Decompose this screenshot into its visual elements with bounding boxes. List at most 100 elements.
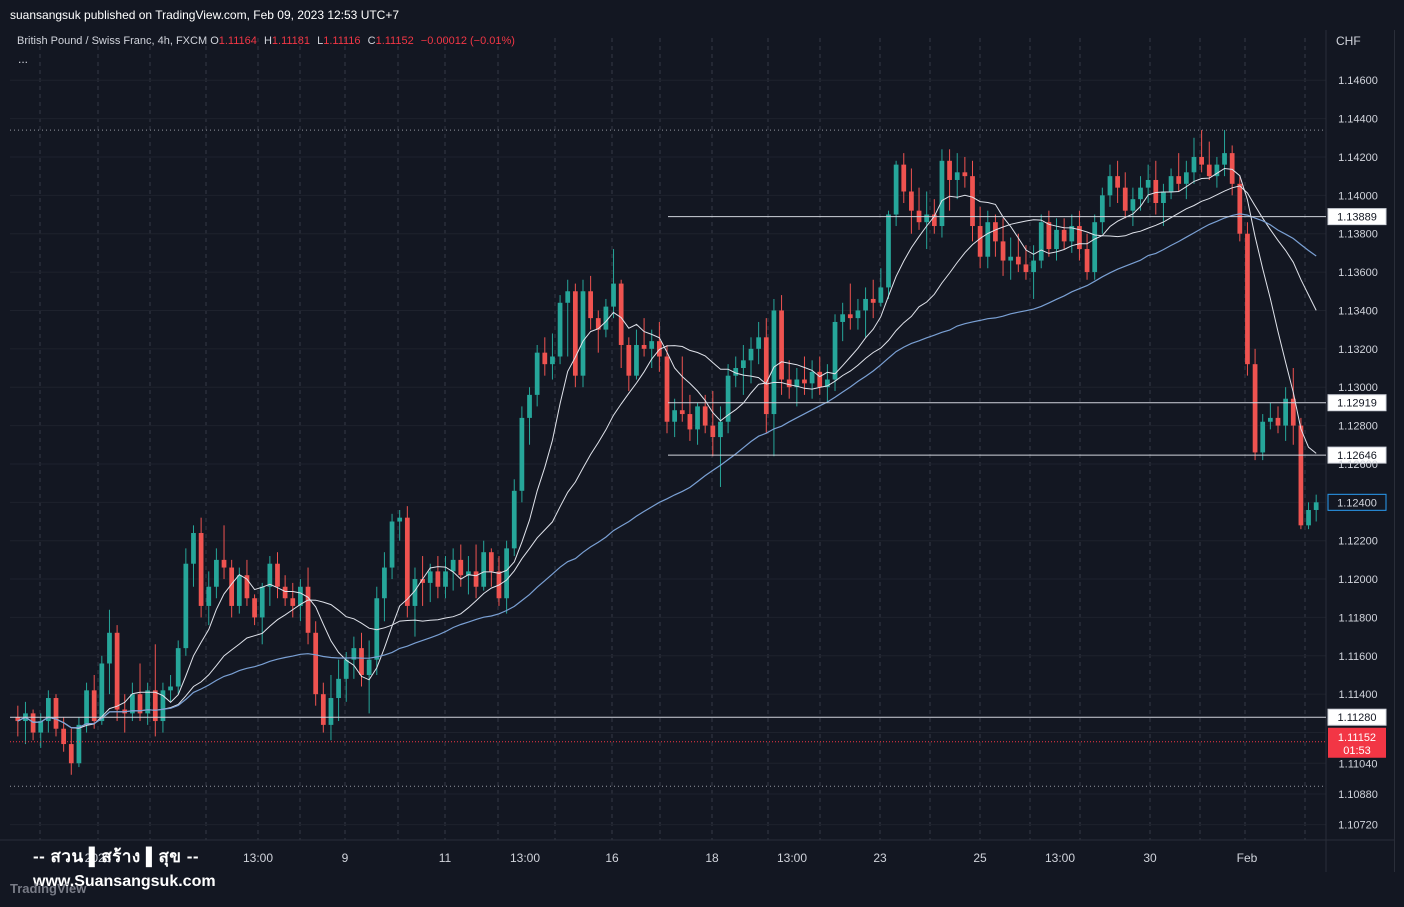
currency-label: CHF [1336, 34, 1361, 48]
candle-body [1290, 398, 1296, 426]
symbol-name: British Pound / Swiss Franc, 4h, FXCM [17, 35, 208, 47]
candle-body [748, 348, 754, 361]
candle-body [702, 406, 708, 426]
candle-body [397, 517, 403, 522]
price-tick-label: 1.14200 [1338, 152, 1378, 164]
candle-body [603, 306, 609, 330]
price-tick-label: 1.10720 [1338, 820, 1378, 832]
low-value: 1.11116 [323, 35, 361, 47]
candle-body [909, 191, 914, 211]
time-tick-label: 23 [873, 851, 887, 865]
candle-body [259, 586, 265, 618]
candle-body [970, 176, 975, 227]
open-value: 1.11164 [218, 35, 257, 47]
candle-body [61, 728, 67, 745]
candle-body [99, 663, 105, 722]
candle-body [404, 517, 410, 606]
candle-body [1115, 176, 1120, 188]
candle-body [252, 598, 257, 618]
moving-average-mid [17, 185, 1317, 729]
candle-body [580, 291, 586, 376]
price-tick-label: 1.12200 [1338, 536, 1378, 548]
candle-body [840, 314, 846, 322]
candle-body [931, 214, 937, 227]
candle-body [947, 160, 952, 180]
candle-body [91, 690, 97, 722]
candle-body [1015, 256, 1021, 265]
candle-body [46, 698, 51, 722]
candle-body [336, 678, 341, 699]
candle-body [290, 598, 296, 606]
candle-body [878, 287, 884, 303]
candle-body [649, 341, 655, 349]
candle-body [741, 360, 746, 369]
candle-body [1168, 176, 1174, 192]
candle-body [1031, 260, 1036, 273]
candle-body [718, 421, 723, 438]
candle-body [939, 160, 945, 227]
candle-body [1122, 187, 1128, 211]
candle-body [168, 686, 173, 691]
candle-body [771, 310, 777, 415]
high-value: 1.11181 [271, 35, 311, 47]
moving-average-slow [17, 213, 1317, 729]
candle-body [114, 632, 120, 710]
candle-body [473, 571, 479, 587]
chart-frame[interactable]: 1.13889 1.12919 1.12646 1.11280 1.14600 1.144… [0, 30, 1395, 872]
candle-body [1237, 183, 1243, 234]
price-level-label: 1.11280 [1338, 712, 1377, 724]
candle-body [30, 713, 36, 733]
candle-body [1298, 425, 1304, 526]
candle-body [359, 648, 364, 675]
candle-body [626, 344, 632, 376]
candle-body [412, 579, 418, 606]
candle-body [641, 344, 647, 349]
price-tick-label: 1.12000 [1338, 574, 1378, 586]
candle-body [298, 586, 303, 606]
candle-body [527, 394, 532, 418]
price-level-tag [1327, 394, 1387, 412]
candle-body [282, 586, 288, 599]
candle-body [511, 490, 517, 549]
candle-body [458, 559, 464, 576]
candle-body [733, 368, 739, 376]
price-chart[interactable]: 1.13889 1.12919 1.12646 1.11280 1.14600 1.144… [0, 30, 1394, 872]
candle-body [1092, 222, 1098, 273]
candle-body [832, 321, 838, 380]
candle-body [725, 375, 731, 422]
candle-body [565, 291, 571, 303]
candle-body [38, 721, 44, 733]
candle-body [542, 352, 548, 365]
candle-body [687, 414, 693, 430]
close-label: C [367, 35, 376, 47]
candle-body [1199, 156, 1204, 165]
time-tick-label: Feb [1237, 851, 1258, 865]
candle-body [191, 533, 196, 564]
candle-body [320, 694, 326, 725]
candle-body [618, 283, 624, 345]
candle-body [1023, 264, 1029, 273]
price-tick-label: 1.11800 [1339, 612, 1378, 624]
candle-body [855, 310, 861, 319]
candle-body [893, 164, 899, 215]
candle-body [954, 172, 960, 180]
legend-more-button[interactable]: ... [18, 52, 29, 66]
candle-body [267, 563, 273, 587]
candle-body [107, 632, 112, 664]
price-tick-label: 1.14600 [1338, 75, 1378, 87]
candle-body [1245, 233, 1250, 365]
candle-body [1099, 195, 1105, 223]
candle-body [450, 559, 456, 572]
candle-body [1183, 172, 1189, 184]
candle-body [488, 552, 494, 572]
candle-body [550, 356, 555, 365]
price-tick-label: 1.13400 [1338, 305, 1378, 317]
candle-body [198, 533, 204, 606]
moving-average-fast [17, 167, 1317, 729]
candle-body [1130, 199, 1136, 211]
candle-body [1275, 417, 1281, 426]
time-tick-label: 9 [342, 851, 349, 865]
price-tick-label: 1.13600 [1338, 267, 1378, 279]
candle-body [1054, 229, 1059, 250]
candle-body [183, 563, 189, 649]
